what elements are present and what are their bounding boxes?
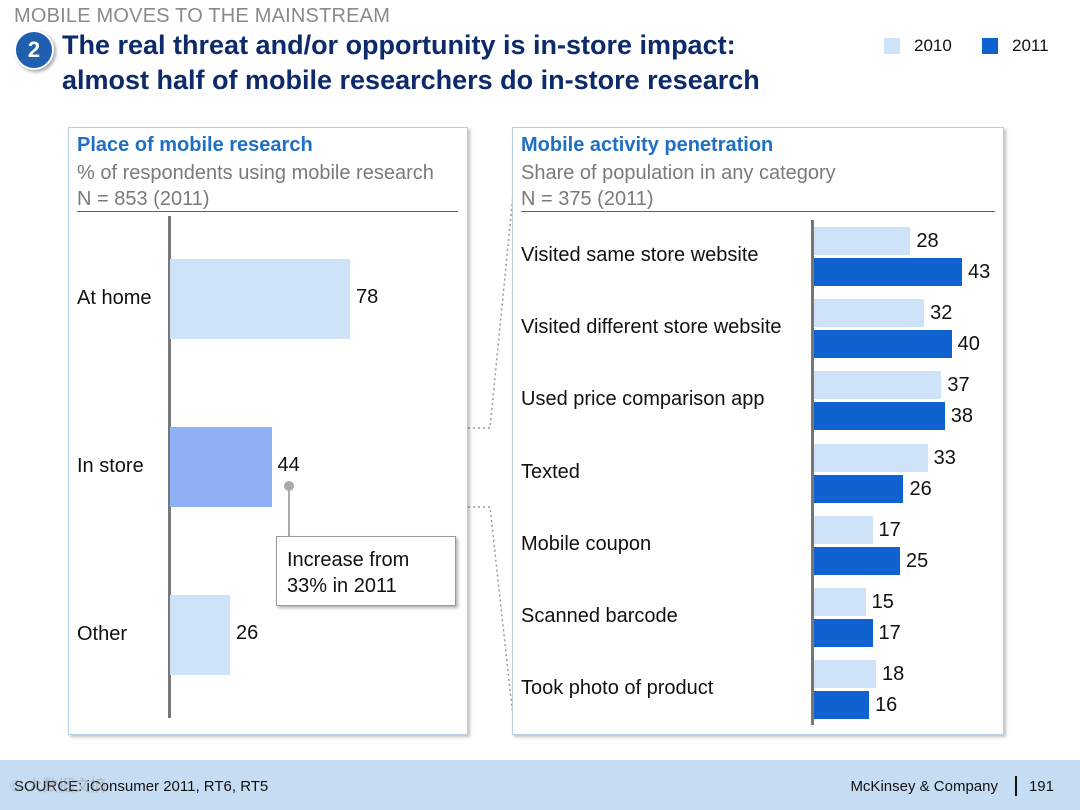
bar-texted-2010 bbox=[814, 443, 928, 472]
category-label-visited-same-store-website: Visited same store website bbox=[521, 244, 759, 266]
bar-visited-different-store-website-2010 bbox=[814, 299, 925, 328]
value-label-used-price-comparison-app-2010: 37 bbox=[947, 374, 970, 397]
bar-in-store bbox=[170, 427, 272, 507]
bar-visited-same-store-website-2010 bbox=[814, 227, 911, 255]
footer-separator bbox=[1015, 776, 1017, 796]
bar-visited-same-store-website-2011 bbox=[814, 258, 962, 286]
value-label-took-photo-of-product-2010: 18 bbox=[881, 663, 905, 686]
value-label-took-photo-of-product-2011: 16 bbox=[875, 694, 898, 717]
bar-took-photo-of-product-2010 bbox=[814, 660, 876, 689]
category-label-at-home: At home bbox=[77, 287, 152, 309]
watermark: © 大数据文摘 bbox=[10, 778, 107, 795]
headline-line-1: The real threat and/or opportunity is in… bbox=[62, 30, 736, 60]
value-label-visited-same-store-website-2010: 28 bbox=[916, 230, 939, 252]
left-panel-subtitle-text: % of respondents using mobile research bbox=[77, 162, 434, 184]
category-label-in-store: In store bbox=[77, 455, 144, 477]
left-panel-n: N = 853 (2011) bbox=[77, 188, 210, 210]
right-panel-subtitle-text: Share of population in any category bbox=[521, 162, 836, 184]
bar-at-home bbox=[170, 259, 350, 339]
value-label-visited-different-store-website-2011: 40 bbox=[957, 333, 980, 356]
callout-line-1: Increase from bbox=[287, 549, 410, 571]
value-label-at-home: 78 bbox=[356, 286, 379, 308]
headline: The real threat and/or opportunity is in… bbox=[62, 28, 760, 98]
value-label-texted-2010: 33 bbox=[933, 446, 956, 469]
right-panel-title: Mobile activity penetration bbox=[521, 134, 774, 156]
bar-took-photo-of-product-2011 bbox=[814, 691, 870, 720]
category-label-took-photo-of-product: Took photo of product bbox=[521, 677, 714, 700]
bar-used-price-comparison-app-2010 bbox=[814, 371, 942, 400]
right-panel-rule bbox=[521, 211, 995, 212]
value-label-scanned-barcode-2011: 17 bbox=[878, 622, 901, 644]
bar-visited-different-store-website-2011 bbox=[814, 330, 952, 359]
callout-line-2: 33% in 2011 bbox=[287, 575, 397, 597]
connector-lower bbox=[268, 506, 515, 727]
source-note: SOURCE: iConsumer 2011, RT6, RT5 bbox=[14, 778, 269, 795]
category-label-scanned-barcode: Scanned barcode bbox=[521, 605, 678, 627]
bar-used-price-comparison-app-2011 bbox=[814, 402, 945, 431]
right-panel-subtitle: Share of population in any category N = … bbox=[521, 160, 836, 212]
left-panel-title: Place of mobile research bbox=[77, 134, 313, 156]
callout-dot bbox=[284, 481, 294, 491]
value-label-other: 26 bbox=[236, 622, 259, 644]
category-label-texted: Texted bbox=[521, 460, 580, 483]
bar-scanned-barcode-2010 bbox=[814, 588, 866, 616]
right-panel-n: N = 375 (2011) bbox=[521, 188, 654, 210]
headline-line-2: almost half of mobile researchers do in-… bbox=[62, 65, 760, 95]
category-label-used-price-comparison-app: Used price comparison app bbox=[521, 388, 765, 411]
legend-swatch-2011 bbox=[982, 38, 998, 54]
bar-mobile-coupon-2011 bbox=[814, 546, 901, 575]
slide-number-badge: 2 bbox=[14, 30, 54, 70]
value-label-visited-same-store-website-2011: 43 bbox=[968, 261, 991, 283]
company-name: McKinsey & Company bbox=[850, 778, 998, 795]
page-number: 191 bbox=[1028, 778, 1054, 795]
bar-texted-2011 bbox=[814, 474, 904, 503]
legend-label-2010: 2010 bbox=[914, 36, 952, 55]
value-label-mobile-coupon-2010: 17 bbox=[878, 518, 901, 541]
legend-label-2011: 2011 bbox=[1012, 36, 1049, 55]
footer: SOURCE: iConsumer 2011, RT6, RT5 © 大数据文摘… bbox=[0, 760, 1080, 810]
right-panel: Mobile activity penetration Share of pop… bbox=[512, 127, 1004, 735]
left-chart-axis bbox=[168, 216, 171, 718]
legend-2011: 2011 bbox=[982, 36, 1049, 56]
legend-swatch-2010 bbox=[884, 38, 900, 54]
category-label-mobile-coupon: Mobile coupon bbox=[521, 532, 652, 555]
bar-mobile-coupon-2010 bbox=[814, 515, 873, 544]
left-panel: Place of mobile research % of respondent… bbox=[68, 127, 468, 735]
connector-upper bbox=[268, 184, 515, 429]
value-label-mobile-coupon-2011: 25 bbox=[906, 549, 929, 572]
left-panel-rule bbox=[77, 211, 458, 212]
legend-2010: 2010 bbox=[884, 36, 952, 56]
callout-connector-line bbox=[288, 486, 290, 536]
right-chart-axis bbox=[811, 220, 814, 725]
value-label-texted-2011: 26 bbox=[909, 477, 932, 500]
value-label-used-price-comparison-app-2011: 38 bbox=[950, 405, 974, 428]
callout-box: Increase from 33% in 2011 bbox=[276, 536, 456, 606]
value-label-in-store: 44 bbox=[277, 454, 300, 476]
value-label-visited-different-store-website-2010: 32 bbox=[930, 302, 953, 325]
bar-other bbox=[170, 595, 230, 675]
kicker: MOBILE MOVES TO THE MAINSTREAM bbox=[14, 5, 391, 27]
category-label-other: Other bbox=[77, 623, 128, 645]
value-label-scanned-barcode-2010: 15 bbox=[871, 591, 894, 613]
category-label-visited-different-store-website: Visited different store website bbox=[521, 316, 782, 339]
left-panel-subtitle: % of respondents using mobile research N… bbox=[77, 160, 434, 212]
bar-scanned-barcode-2011 bbox=[814, 619, 873, 647]
